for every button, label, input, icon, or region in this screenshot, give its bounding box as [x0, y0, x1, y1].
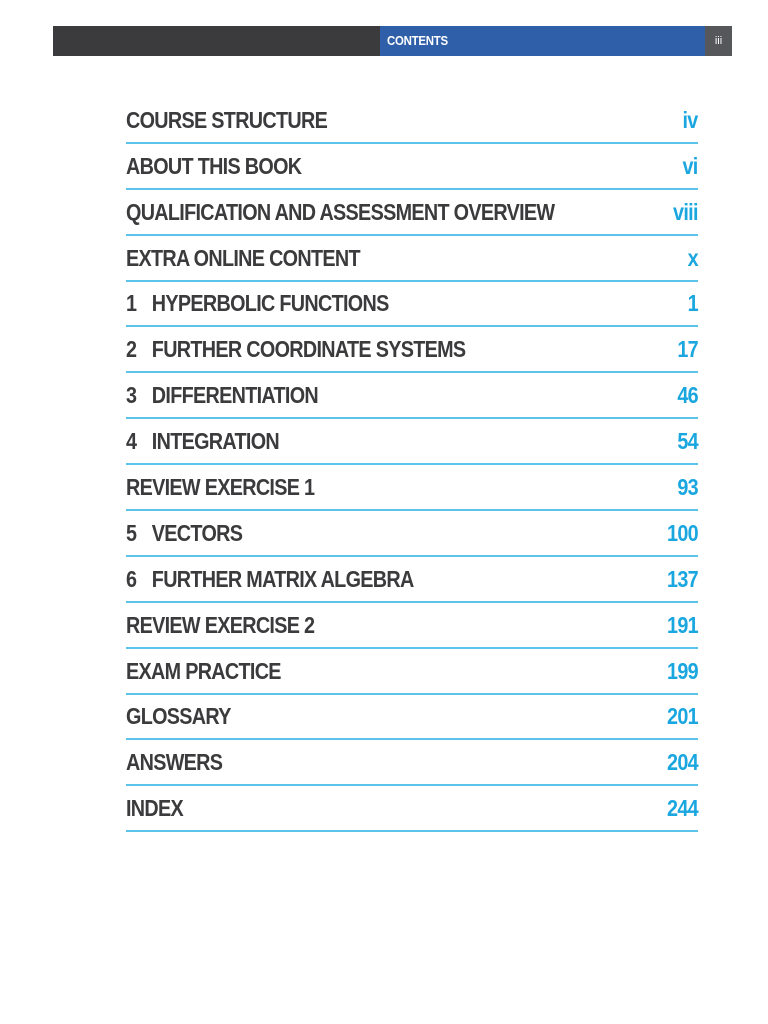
toc-entry[interactable]: 2 FURTHER COORDINATE SYSTEMS 17 — [126, 327, 699, 374]
toc-entry-label: FURTHER MATRIX ALGEBRA — [151, 565, 414, 592]
toc-entry-title[interactable]: COURSE STRUCTURE — [126, 106, 328, 134]
toc-entry-title[interactable]: INDEX — [126, 795, 184, 822]
toc-entry-label: HYPERBOLIC FUNCTIONS — [151, 290, 389, 317]
header-bar: CONTENTS iii — [53, 26, 732, 56]
toc-entry-page[interactable]: 1 — [687, 290, 699, 317]
toc-entry-page[interactable]: 199 — [667, 657, 699, 684]
toc-entry[interactable]: GLOSSARY 201 — [126, 695, 699, 741]
toc-entry-label: FURTHER COORDINATE SYSTEMS — [151, 336, 466, 363]
toc-entry[interactable]: REVIEW EXERCISE 1 93 — [126, 465, 699, 512]
chapter-number: 6 — [126, 565, 137, 592]
toc-entry-page[interactable]: x — [687, 244, 699, 271]
toc-entry-title[interactable]: REVIEW EXERCISE 1 — [126, 474, 315, 501]
toc-entry[interactable]: INDEX 244 — [126, 786, 699, 833]
toc-entry-title[interactable]: 1 HYPERBOLIC FUNCTIONS — [126, 290, 389, 317]
toc-entry-title[interactable]: 3 DIFFERENTIATION — [126, 382, 319, 409]
toc-entry-label: EXAM PRACTICE — [126, 657, 282, 684]
toc-entry-title[interactable]: GLOSSARY — [126, 703, 231, 730]
toc-entry-page[interactable]: 93 — [677, 474, 698, 501]
toc-entry-label: QUALIFICATION AND ASSESSMENT OVERVIEW — [126, 198, 555, 225]
toc-entry[interactable]: ABOUT THIS BOOK vi — [126, 144, 699, 190]
toc-entry-title[interactable]: REVIEW EXERCISE 2 — [126, 611, 315, 639]
toc-entry-label: COURSE STRUCTURE — [126, 106, 328, 133]
toc-entry-page[interactable]: 17 — [677, 336, 698, 363]
toc-entry-page[interactable]: 244 — [667, 795, 699, 822]
chapter-number: 4 — [126, 428, 137, 455]
toc-entry-title[interactable]: 4 INTEGRATION — [126, 428, 280, 455]
toc-entry[interactable]: 3 DIFFERENTIATION 46 — [126, 373, 699, 420]
toc-entry-title[interactable]: 2 FURTHER COORDINATE SYSTEMS — [126, 336, 466, 363]
toc-entry-label: ANSWERS — [126, 749, 223, 776]
toc-entry-page[interactable]: viii — [673, 198, 698, 225]
chapter-number: 1 — [126, 290, 137, 317]
toc-entry[interactable]: 5 VECTORS 100 — [126, 511, 699, 557]
chapter-number: 5 — [126, 519, 137, 546]
toc-entry[interactable]: COURSE STRUCTURE iv — [126, 98, 699, 144]
toc-entry-page[interactable]: vi — [682, 152, 699, 179]
table-of-contents: COURSE STRUCTURE iv ABOUT THIS BOOK vi QUALI… — [126, 98, 699, 833]
toc-entry-label: INTEGRATION — [151, 428, 280, 455]
toc-entry[interactable]: 1 HYPERBOLIC FUNCTIONS 1 — [126, 282, 699, 328]
toc-entry[interactable]: QUALIFICATION AND ASSESSMENT OVERVIEW vii… — [126, 190, 699, 236]
toc-entry-page[interactable]: 137 — [667, 565, 699, 592]
toc-entry-title[interactable]: EXAM PRACTICE — [126, 657, 282, 685]
toc-entry-title[interactable]: 6 FURTHER MATRIX ALGEBRA — [126, 566, 414, 593]
toc-entry-label: EXTRA ONLINE CONTENT — [126, 244, 361, 271]
toc-entry[interactable]: EXTRA ONLINE CONTENT x — [126, 236, 699, 282]
toc-entry-page[interactable]: 100 — [667, 519, 699, 546]
toc-entry[interactable]: 4 INTEGRATION 54 — [126, 419, 699, 466]
toc-entry-label: VECTORS — [151, 519, 243, 546]
toc-entry-title[interactable]: ABOUT THIS BOOK — [126, 152, 302, 180]
toc-entry-title[interactable]: QUALIFICATION AND ASSESSMENT OVERVIEW — [126, 198, 555, 226]
header-dark-segment — [53, 26, 380, 56]
toc-entry-page[interactable]: 204 — [667, 749, 699, 776]
toc-entry-title[interactable]: EXTRA ONLINE CONTENT — [126, 244, 361, 272]
toc-entry-page[interactable]: iv — [682, 106, 699, 133]
toc-entry[interactable]: 6 FURTHER MATRIX ALGEBRA 137 — [126, 557, 699, 603]
toc-entry[interactable]: ANSWERS 204 — [126, 740, 699, 787]
toc-entry-page[interactable]: 54 — [677, 428, 698, 455]
page-title: CONTENTS — [387, 33, 448, 48]
chapter-number: 3 — [126, 382, 137, 409]
toc-entry-page[interactable]: 46 — [677, 382, 698, 409]
toc-entry-label: GLOSSARY — [126, 703, 231, 730]
toc-entry-page[interactable]: 191 — [667, 611, 699, 638]
toc-entry-label: ABOUT THIS BOOK — [126, 152, 302, 179]
chapter-number: 2 — [126, 336, 137, 363]
toc-entry-label: INDEX — [126, 795, 184, 822]
toc-entry-label: REVIEW EXERCISE 1 — [126, 474, 315, 501]
toc-entry-page[interactable]: 201 — [667, 703, 699, 730]
toc-entry[interactable]: EXAM PRACTICE 199 — [126, 649, 699, 695]
toc-entry[interactable]: REVIEW EXERCISE 2 191 — [126, 603, 699, 649]
toc-entry-title[interactable]: ANSWERS — [126, 749, 223, 776]
toc-entry-label: DIFFERENTIATION — [151, 382, 319, 409]
header-blue-segment: CONTENTS iii — [380, 26, 732, 56]
page-number: iii — [705, 26, 732, 56]
toc-entry-title[interactable]: 5 VECTORS — [126, 519, 243, 547]
toc-entry-label: REVIEW EXERCISE 2 — [126, 611, 315, 638]
